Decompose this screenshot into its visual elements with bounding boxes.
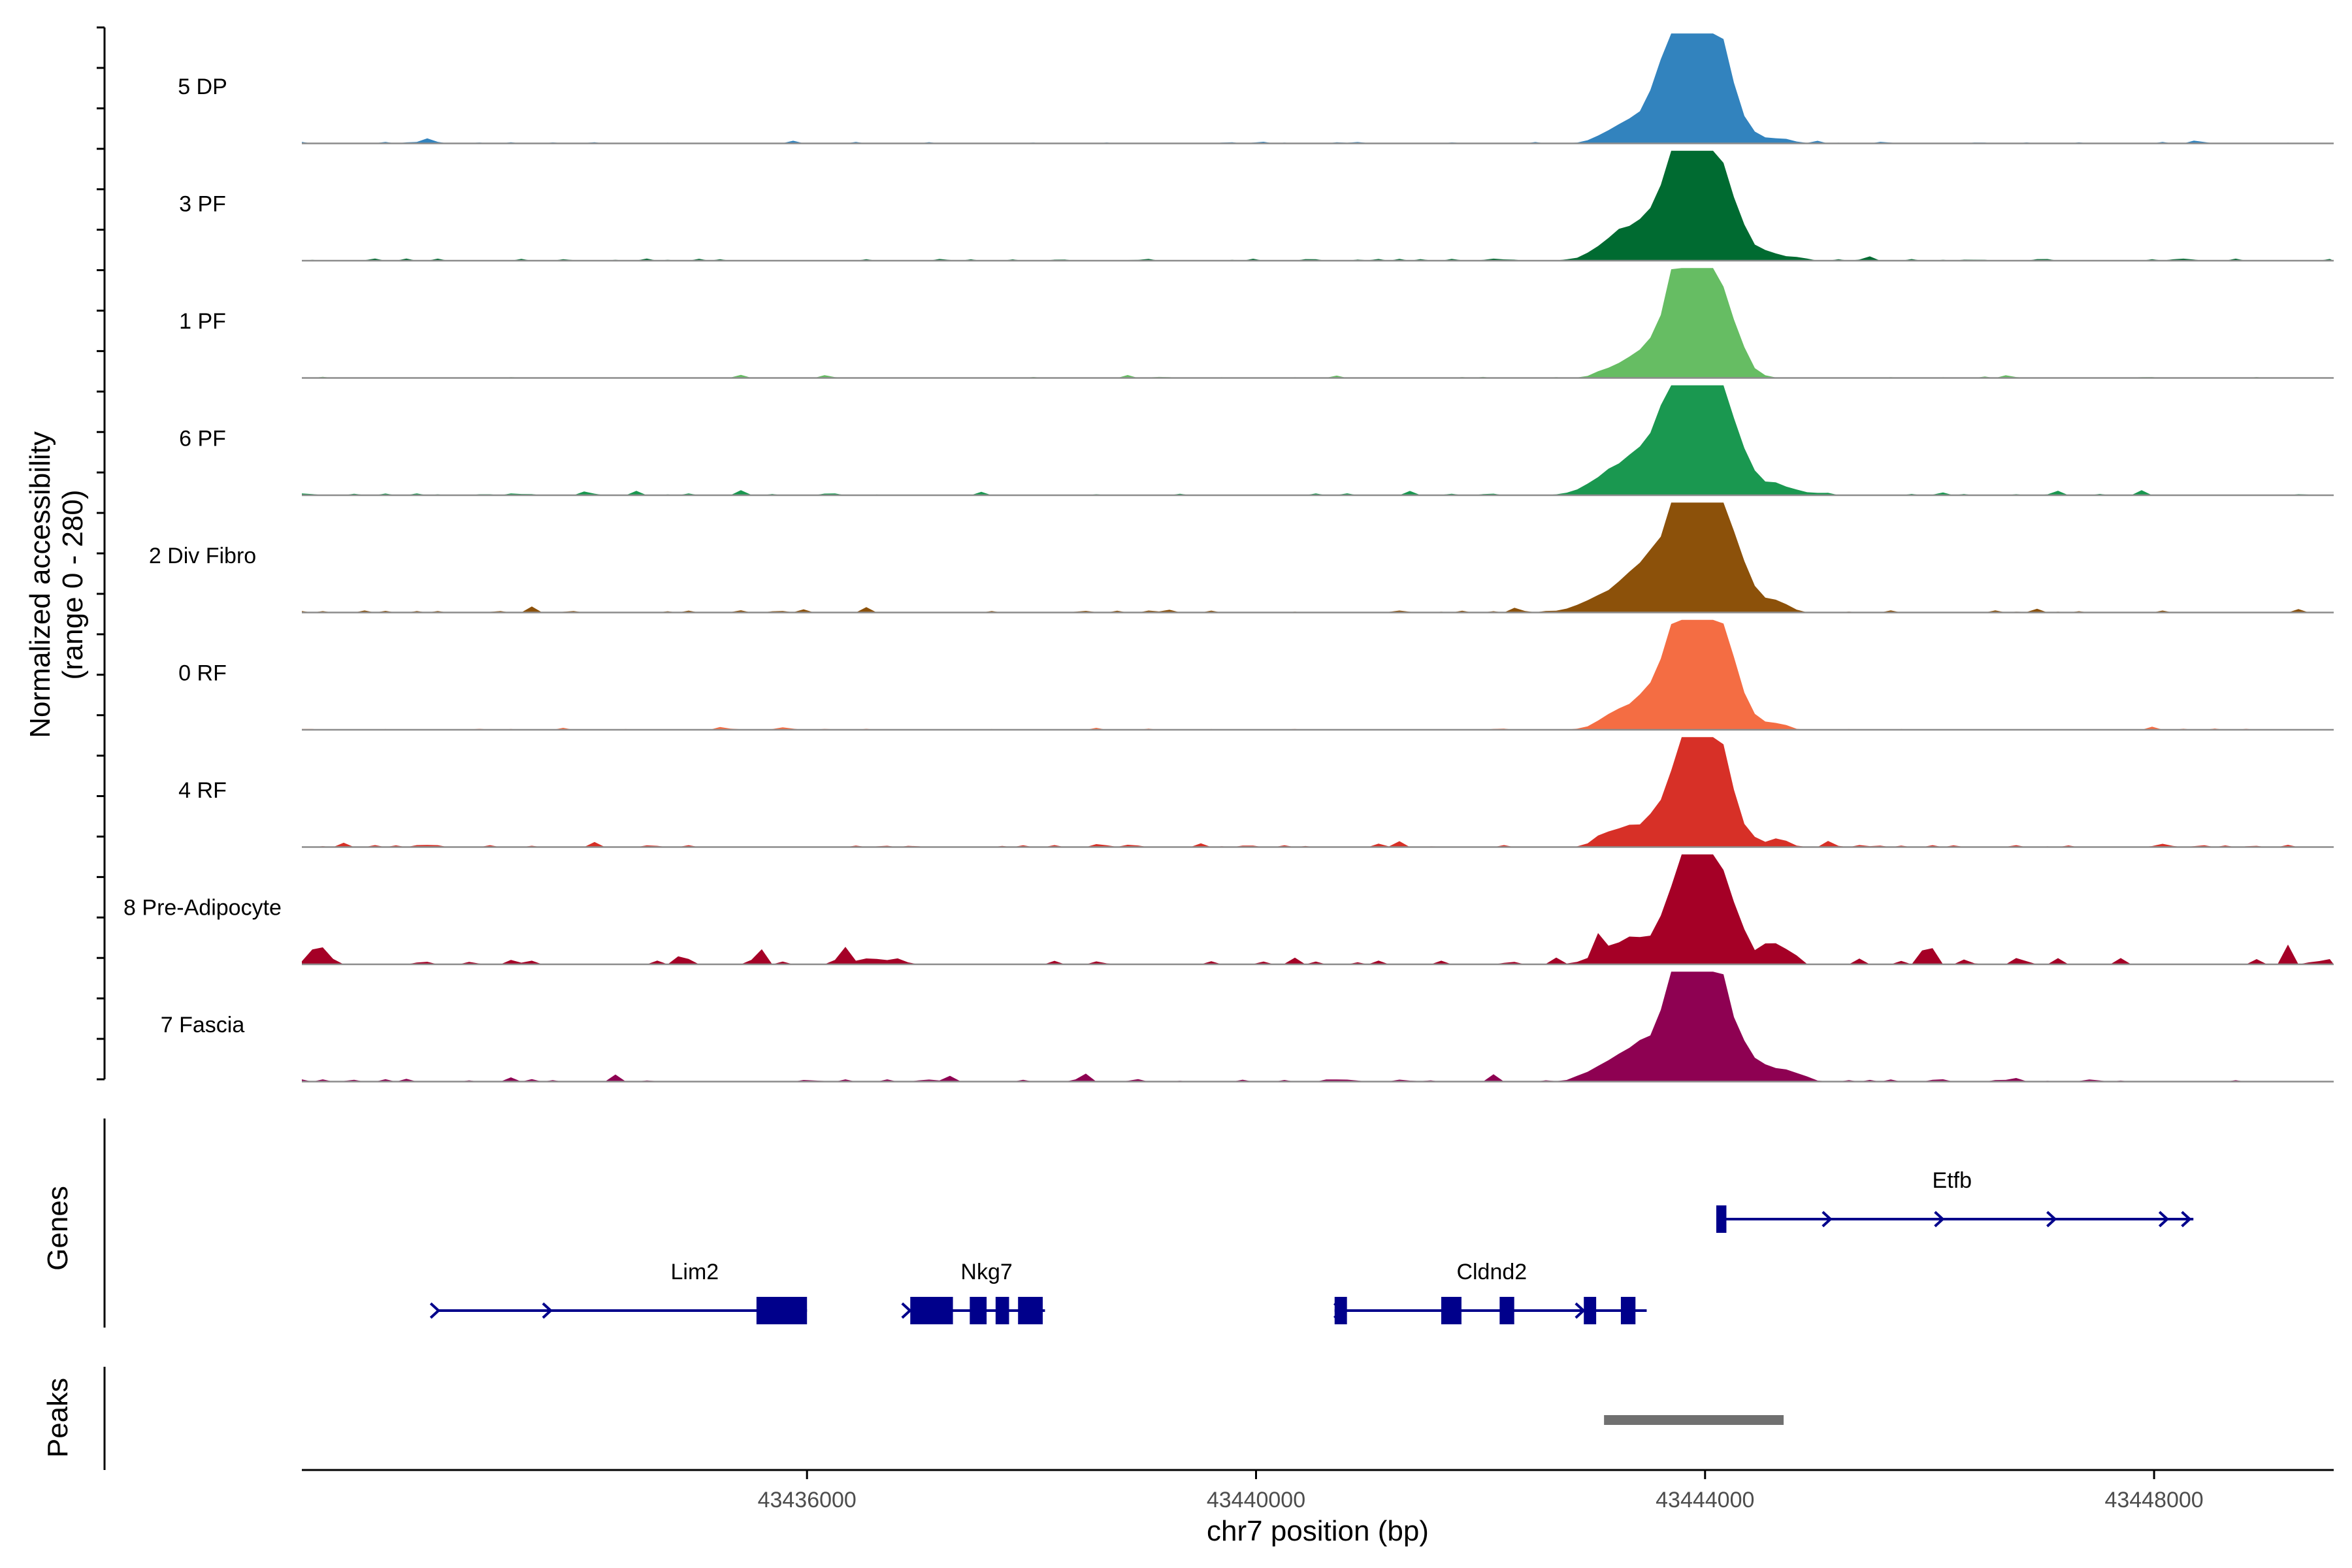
track-label: 2 Div Fibro bbox=[149, 544, 256, 568]
gene-exon bbox=[1334, 1297, 1347, 1324]
gene-exon bbox=[995, 1297, 1009, 1324]
y-axis-label-line2: (range 0 - 280) bbox=[57, 489, 89, 679]
peaks-panel-label: Peaks bbox=[42, 1378, 74, 1458]
strand-arrow bbox=[429, 1302, 441, 1319]
coverage-tracks: 5 DP 3 PF 1 PF 6 PF 2 Div Fibro 0 RF 4 RF 8 Pre… bbox=[123, 33, 2334, 1083]
gene-exon bbox=[970, 1297, 987, 1324]
track-label: 6 PF bbox=[179, 427, 226, 451]
gene-lim2: Lim2 bbox=[429, 1260, 808, 1324]
track-label: 5 DP bbox=[178, 74, 227, 99]
track-label: 1 PF bbox=[179, 309, 226, 334]
track-label: 8 Pre-Adipocyte bbox=[123, 896, 282, 921]
gene-exon bbox=[1018, 1297, 1043, 1324]
track-label: 3 PF bbox=[179, 192, 226, 217]
track-8-pre-adipocyte: 8 Pre-Adipocyte bbox=[123, 854, 2334, 966]
coverage-area bbox=[302, 619, 2334, 730]
strand-arrow bbox=[1821, 1211, 1833, 1228]
genes-panel-label: Genes bbox=[42, 1186, 74, 1271]
coverage-area bbox=[302, 385, 2334, 495]
gene-name-label: Lim2 bbox=[671, 1260, 719, 1284]
gene-annotation-panel: Lim2 Nkg7 Cldnd2 Etfb bbox=[429, 1168, 2194, 1324]
strand-arrow bbox=[542, 1302, 553, 1319]
gene-exon bbox=[1584, 1297, 1597, 1324]
gene-exon bbox=[1620, 1297, 1636, 1324]
coverage-area bbox=[302, 972, 2334, 1082]
coverage-area bbox=[302, 502, 2334, 613]
track-label: 7 Fascia bbox=[161, 1013, 245, 1037]
track-6-pf: 6 PF bbox=[179, 385, 2334, 497]
track-5-dp: 5 DP bbox=[178, 33, 2334, 144]
coverage-area bbox=[302, 150, 2334, 261]
x-axis-label: chr7 position (bp) bbox=[1207, 1515, 1429, 1547]
track-label: 0 RF bbox=[178, 661, 227, 686]
gene-name-label: Nkg7 bbox=[960, 1260, 1012, 1284]
gene-exon bbox=[1499, 1297, 1514, 1324]
gene-name-label: Cldnd2 bbox=[1456, 1260, 1527, 1284]
peak-panel bbox=[1604, 1415, 1784, 1425]
x-tick-label: 43448000 bbox=[2104, 1488, 2203, 1512]
gene-exon bbox=[1441, 1297, 1462, 1324]
gene-name-label: Etfb bbox=[1933, 1168, 1972, 1193]
axes: 43436000 43440000 43444000 43448000 bbox=[97, 26, 2334, 1512]
track-3-pf: 3 PF bbox=[179, 150, 2334, 262]
strand-arrow bbox=[2158, 1211, 2170, 1228]
track-label: 4 RF bbox=[178, 778, 227, 803]
track-1-pf: 1 PF bbox=[179, 268, 2334, 379]
track-2-div-fibro: 2 Div Fibro bbox=[149, 502, 2334, 613]
coverage-area bbox=[302, 737, 2334, 847]
gene-exon bbox=[1716, 1205, 1727, 1233]
coverage-area bbox=[302, 33, 2334, 144]
gene-cldnd2: Cldnd2 bbox=[1333, 1260, 1647, 1324]
gene-etfb: Etfb bbox=[1716, 1168, 2194, 1233]
strand-arrow bbox=[901, 1302, 912, 1319]
strand-arrow bbox=[1934, 1211, 1945, 1228]
gene-exon bbox=[756, 1297, 808, 1324]
coverage-area bbox=[302, 268, 2334, 378]
x-tick-label: 43440000 bbox=[1207, 1488, 1305, 1512]
track-7-fascia: 7 Fascia bbox=[161, 972, 2334, 1083]
peak-region bbox=[1604, 1415, 1784, 1425]
y-axis-label-line1: Normalized accessibility bbox=[24, 431, 56, 738]
x-tick-label: 43436000 bbox=[758, 1488, 857, 1512]
coverage-area bbox=[302, 854, 2334, 964]
track-0-rf: 0 RF bbox=[178, 619, 2334, 731]
gene-nkg7: Nkg7 bbox=[901, 1260, 1045, 1324]
x-tick-label: 43444000 bbox=[1656, 1488, 1754, 1512]
strand-arrow bbox=[2181, 1211, 2192, 1228]
strand-arrow bbox=[1575, 1302, 1586, 1319]
gene-exon bbox=[910, 1297, 953, 1324]
strand-arrow bbox=[2046, 1211, 2057, 1228]
track-4-rf: 4 RF bbox=[178, 737, 2334, 848]
